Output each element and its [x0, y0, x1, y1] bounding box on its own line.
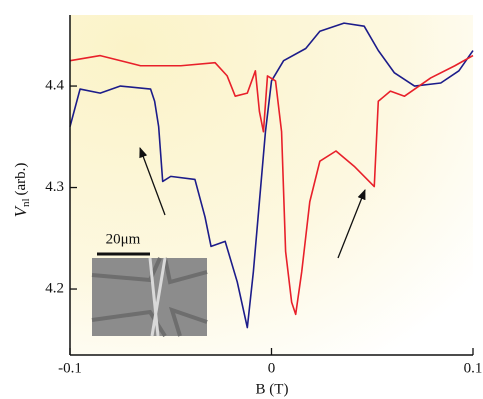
- series-line: [69, 54, 474, 316]
- scale-bar-label: 20μm: [106, 231, 141, 247]
- x-tick-label: -0.1: [58, 360, 82, 376]
- y-tick-label: 4.4: [45, 77, 64, 93]
- y-label-subscript: nl: [20, 198, 32, 207]
- y-label-unit: (arb.): [13, 163, 29, 196]
- y-tick-label: 4.3: [45, 179, 64, 195]
- y-label-symbol: V: [11, 204, 30, 217]
- arrow: [337, 189, 366, 259]
- x-axis-label: B (T): [256, 381, 289, 397]
- y-axis-label: Vnl (arb.): [11, 163, 32, 218]
- y-tick-label: 4.2: [45, 280, 64, 296]
- series-line: [69, 22, 474, 329]
- arrow: [139, 147, 166, 216]
- inset-image: [91, 257, 208, 338]
- x-tick-label: 0.1: [464, 360, 483, 376]
- x-tick-label: 0: [268, 360, 276, 376]
